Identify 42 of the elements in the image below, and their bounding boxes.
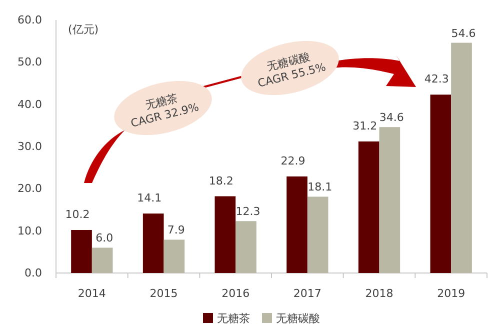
data-label: 10.2 [65,208,90,221]
data-label: 6.0 [96,232,114,245]
x-tick-label: 2018 [365,286,394,300]
annotation: 无糖碳酸 CAGR 55.5% [256,50,328,90]
x-tick-label: 2015 [150,286,178,300]
legend-label: 无糖茶 [217,312,250,325]
bar [358,141,380,273]
x-tick-label: 2014 [78,286,106,300]
bar [451,42,472,273]
data-label: 34.6 [379,111,404,124]
bar [71,230,92,273]
bar [164,240,185,273]
bar [307,196,328,273]
data-label: 42.3 [424,72,449,86]
y-tick-label: 30.0 [18,140,42,154]
annotation: 无糖茶 CAGR 32.9% [129,91,200,130]
data-label: 14.1 [137,192,162,205]
y-axis-title: (亿元) [68,23,99,36]
data-label: 54.6 [451,26,476,40]
data-label: 18.1 [308,180,332,194]
bar [214,196,236,273]
data-label: 7.9 [167,224,185,237]
data-label: 22.9 [280,154,306,168]
legend-label: 无糖碳酸 [276,312,320,325]
x-tick-label: 2017 [293,286,322,300]
x-tick-label: 2016 [222,286,250,300]
y-tick-label: 0.0 [24,266,42,280]
data-label: 31.2 [352,119,378,132]
data-label: 12.3 [236,205,260,218]
bar [286,176,308,273]
bar [236,221,256,273]
bar [379,127,400,273]
data-label: 18.2 [208,174,234,188]
bar [92,248,113,273]
x-tick-label: 2019 [437,286,466,300]
y-tick-label: 10.0 [18,224,42,238]
y-tick-label: 40.0 [18,98,42,111]
y-tick-label: 20.0 [18,182,42,196]
bar [142,214,164,273]
y-tick-label: 60.0 [18,14,42,27]
y-tick-label: 50.0 [18,56,42,69]
bar [430,94,452,273]
